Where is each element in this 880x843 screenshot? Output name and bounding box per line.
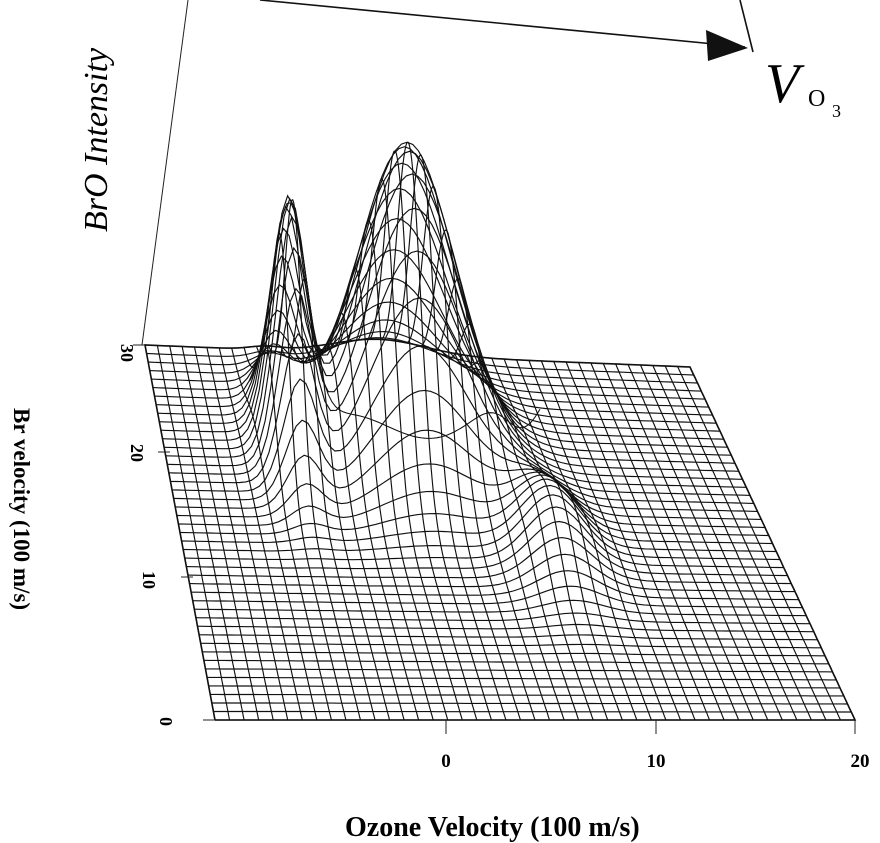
z-axis-line xyxy=(141,0,189,346)
mesh-line-y xyxy=(207,676,837,681)
mesh-line-y xyxy=(152,277,709,408)
mesh-line-y xyxy=(195,612,810,625)
mesh-line-y xyxy=(181,484,777,553)
mesh-line-y xyxy=(148,331,698,384)
z-axis-label: BrO Intensity xyxy=(78,47,115,232)
mesh-line-y xyxy=(187,537,792,585)
mesh-line-y xyxy=(178,474,769,537)
y-tick-label-0: 0 xyxy=(156,717,176,726)
surface-overlays xyxy=(133,202,857,734)
surface-mesh xyxy=(144,141,856,721)
mesh-line-y xyxy=(179,478,773,545)
x-tick-label-20: 20 xyxy=(851,751,870,772)
mesh-line-x xyxy=(528,360,667,721)
y-tick-label-20: 20 xyxy=(127,444,147,462)
mesh-line-y xyxy=(213,710,852,713)
mesh-line-y xyxy=(202,651,825,657)
mesh-line-y xyxy=(154,249,713,416)
mesh-line-y xyxy=(173,389,758,512)
vector-elbow-line xyxy=(739,0,754,53)
vector-arrowhead xyxy=(706,30,748,61)
y-axis-label: Br velocity (100 m/s) xyxy=(9,408,34,610)
mesh-line-y xyxy=(211,702,848,705)
mesh-line-y xyxy=(200,642,822,649)
vector-symbol: V xyxy=(765,53,805,115)
y-tick-label-10: 10 xyxy=(139,571,159,589)
mesh-line-x xyxy=(441,323,565,721)
surface-trough-curve xyxy=(249,202,541,439)
mesh-line-y xyxy=(189,553,795,593)
vector-subscript: O xyxy=(808,86,825,112)
mesh-line-y xyxy=(176,463,766,529)
x-axis-label: Ozone Velocity (100 m/s) xyxy=(345,812,640,843)
mesh-line-y xyxy=(157,187,721,432)
x-tick-label-10: 10 xyxy=(647,751,666,772)
mesh-line-y xyxy=(203,659,829,665)
mesh-line-y xyxy=(165,173,739,472)
mesh-line-y xyxy=(194,599,807,617)
mesh-line-y xyxy=(170,297,751,496)
mesh-line-y xyxy=(197,623,814,633)
mesh-line-y xyxy=(208,685,840,689)
vector-arrow-shaft xyxy=(259,0,746,48)
vector-annotation: V O 3 xyxy=(765,53,841,121)
mesh-line-x xyxy=(404,185,522,721)
mesh-line-y xyxy=(144,338,691,368)
mesh-line-y xyxy=(175,429,762,520)
x-tick-label-0: 0 xyxy=(441,751,451,772)
surface-outline xyxy=(144,338,857,721)
mesh-line-y xyxy=(168,250,747,488)
mesh-line-y xyxy=(156,218,717,424)
mesh-line-y xyxy=(183,494,781,561)
mesh-line-y xyxy=(205,668,833,673)
mesh-line-y xyxy=(164,150,736,464)
mesh-line-y xyxy=(184,506,784,569)
y-tick-label-30: 30 xyxy=(117,344,137,362)
mesh-line-y xyxy=(160,146,728,448)
mesh-line-y xyxy=(151,301,706,400)
mesh-line-x xyxy=(417,229,536,721)
mesh-line-y xyxy=(192,585,803,609)
mesh-line-x xyxy=(293,344,391,721)
mesh-line-y xyxy=(162,141,732,456)
mesh-line-y xyxy=(186,520,788,577)
mesh-line-y xyxy=(149,319,702,392)
mesh-line-x xyxy=(540,360,682,721)
mesh-line-y xyxy=(191,570,799,601)
mesh-line-x xyxy=(368,150,478,721)
vector-subscript-number: 3 xyxy=(832,101,841,121)
mesh-line-y xyxy=(199,634,818,641)
mesh-line-y xyxy=(171,345,754,504)
mesh-line-y xyxy=(159,162,724,440)
mesh-line-y xyxy=(210,693,844,697)
